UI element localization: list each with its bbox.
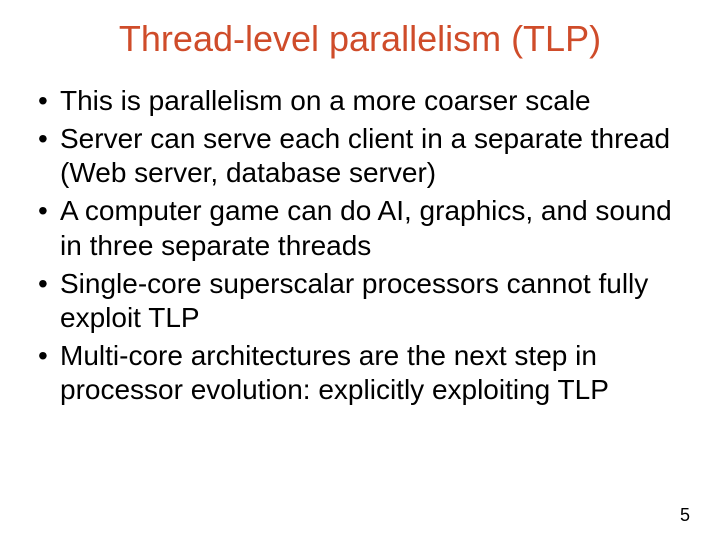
slide: Thread-level parallelism (TLP) This is p… [0, 0, 720, 540]
bullet-text: Multi-core architectures are the next st… [60, 340, 609, 405]
bullet-text: Server can serve each client in a separa… [60, 123, 670, 188]
page-number: 5 [680, 505, 690, 526]
list-item: This is parallelism on a more coarser sc… [34, 84, 692, 118]
bullet-text: This is parallelism on a more coarser sc… [60, 85, 591, 116]
list-item: Single-core superscalar processors canno… [34, 267, 692, 335]
slide-title: Thread-level parallelism (TLP) [28, 18, 692, 60]
bullet-text: A computer game can do AI, graphics, and… [60, 195, 672, 260]
bullet-list: This is parallelism on a more coarser sc… [28, 84, 692, 407]
list-item: Server can serve each client in a separa… [34, 122, 692, 190]
list-item: Multi-core architectures are the next st… [34, 339, 692, 407]
bullet-text: Single-core superscalar processors canno… [60, 268, 648, 333]
list-item: A computer game can do AI, graphics, and… [34, 194, 692, 262]
